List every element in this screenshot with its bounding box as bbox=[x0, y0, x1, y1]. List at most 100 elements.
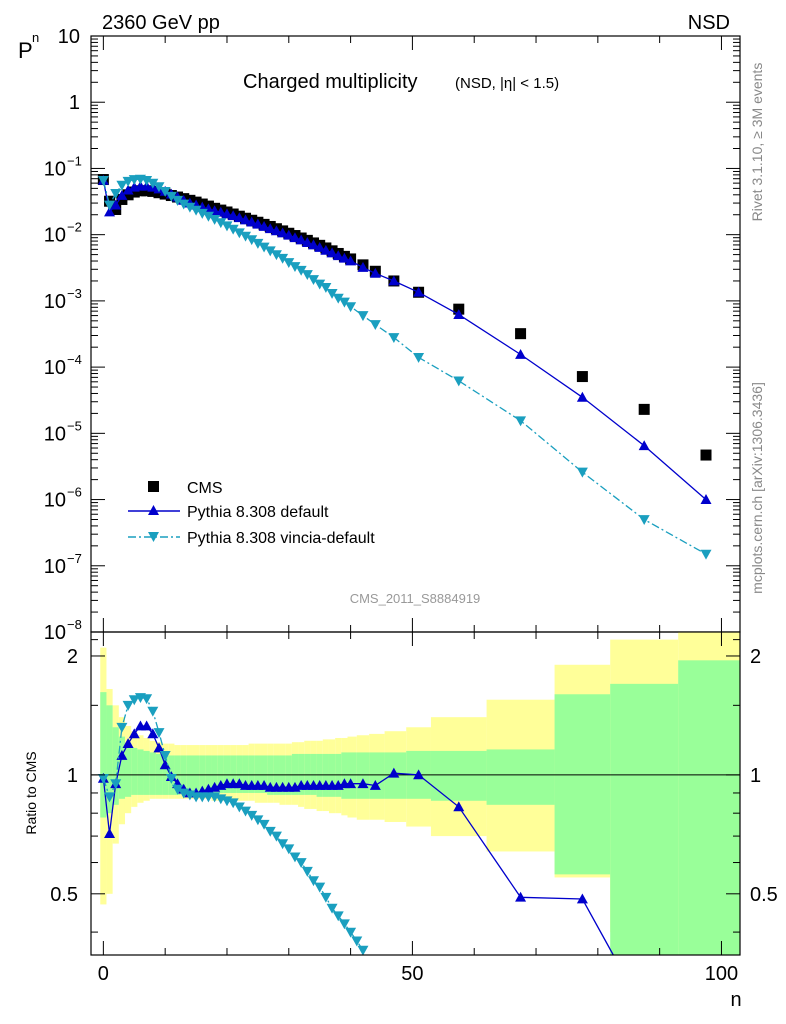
ratio-point-default bbox=[369, 780, 381, 790]
main-point-cms bbox=[128, 186, 140, 198]
ratio-x-tick-label: 0 bbox=[98, 963, 109, 985]
ratio-band-green bbox=[347, 752, 357, 799]
main-y-tick-label: 10 bbox=[44, 622, 66, 644]
ratio-point-vincia bbox=[104, 792, 116, 803]
main-point-vincia bbox=[159, 187, 171, 197]
main-point-default bbox=[270, 225, 282, 236]
ratio-point-vincia bbox=[289, 852, 301, 863]
ratio-band-green bbox=[100, 692, 107, 818]
ratio-plot-panel: 0.5 0.5 1 1 2 2 0 50 100 Ratio to CMS n bbox=[23, 631, 778, 1011]
ratio-point-vincia bbox=[277, 839, 289, 850]
main-point-vincia bbox=[369, 320, 381, 331]
main-point-default bbox=[314, 242, 326, 252]
main-point-default bbox=[345, 255, 357, 266]
main-point-vincia bbox=[270, 250, 282, 261]
main-point-default bbox=[246, 216, 258, 227]
main-point-vincia bbox=[215, 218, 227, 229]
ratio-point-default bbox=[153, 742, 165, 753]
ratio-point-default bbox=[388, 767, 400, 778]
main-point-vincia bbox=[283, 258, 295, 268]
main-y-tick-exponent: −1 bbox=[67, 153, 82, 168]
ratio-band-green bbox=[242, 755, 249, 793]
main-point-cms bbox=[638, 403, 650, 415]
main-point-cms bbox=[700, 449, 712, 461]
ratio-band-green bbox=[217, 755, 224, 793]
ratio-band-green bbox=[254, 755, 261, 793]
ratio-band-green bbox=[430, 750, 487, 801]
main-point-vincia bbox=[700, 549, 712, 560]
main-point-default bbox=[413, 286, 425, 297]
ratio-point-vincia bbox=[301, 866, 313, 877]
main-point-default bbox=[277, 227, 289, 238]
main-point-vincia bbox=[178, 199, 190, 210]
main-point-vincia bbox=[576, 467, 588, 478]
main-point-vincia bbox=[196, 208, 208, 219]
ratio-point-vincia bbox=[240, 806, 252, 817]
main-point-vincia bbox=[116, 180, 128, 191]
main-point-vincia bbox=[258, 242, 270, 253]
ratio-point-vincia bbox=[283, 844, 295, 855]
main-point-vincia bbox=[345, 302, 357, 313]
ratio-uncertainty-bands bbox=[91, 632, 740, 955]
ratio-point-vincia bbox=[116, 722, 128, 733]
main-point-vincia bbox=[289, 262, 301, 273]
main-point-vincia bbox=[165, 191, 177, 202]
main-point-vincia bbox=[332, 293, 344, 304]
ratio-ticks: 0.5 0.5 1 1 2 2 0 50 100 bbox=[50, 632, 778, 985]
main-point-vincia bbox=[110, 188, 122, 199]
ratio-point-vincia bbox=[320, 892, 332, 903]
ratio-band-green bbox=[356, 752, 370, 799]
main-series-line bbox=[102, 178, 707, 555]
header-left: 2360 GeV pp bbox=[102, 12, 220, 34]
ratio-point-vincia bbox=[153, 728, 165, 739]
main-point-vincia bbox=[338, 297, 350, 308]
ratio-point-default bbox=[357, 778, 369, 789]
ratio-point-default bbox=[576, 893, 588, 904]
ratio-y-tick-label: 1 bbox=[67, 765, 78, 787]
main-point-vincia bbox=[172, 195, 184, 206]
ratio-point-default bbox=[147, 728, 159, 739]
ratio-frame bbox=[90, 631, 741, 956]
main-point-vincia bbox=[357, 311, 369, 322]
ratio-y-tick-label-right: 0.5 bbox=[750, 884, 778, 906]
ratio-point-vincia bbox=[246, 810, 258, 821]
ratio-band-green bbox=[610, 683, 679, 955]
main-point-vincia bbox=[277, 253, 289, 264]
ratio-point-vincia bbox=[332, 911, 344, 922]
ratio-point-vincia bbox=[326, 903, 338, 914]
ratio-point-vincia bbox=[165, 773, 177, 784]
ratio-band-green bbox=[223, 755, 231, 793]
ratio-band-green bbox=[211, 755, 218, 793]
main-point-vincia bbox=[227, 224, 239, 235]
main-point-vincia bbox=[190, 205, 202, 216]
ratio-point-vincia bbox=[308, 876, 320, 887]
main-point-default bbox=[700, 494, 712, 504]
main-point-vincia bbox=[202, 211, 214, 222]
main-y-tick-label: 10 bbox=[44, 291, 66, 313]
main-point-default bbox=[369, 267, 381, 278]
main-subtitle: (NSD, |η| < 1.5) bbox=[455, 75, 559, 92]
watermark: CMS_2011_S8884919 bbox=[350, 591, 481, 606]
main-point-default bbox=[289, 232, 301, 243]
ratio-point-vincia bbox=[97, 773, 109, 784]
ratio-band-green bbox=[143, 750, 150, 795]
ratio-band-green bbox=[199, 755, 206, 793]
main-point-default bbox=[122, 184, 134, 195]
main-point-cms bbox=[515, 328, 527, 340]
ratio-y-tick-label: 0.5 bbox=[50, 884, 78, 906]
main-y-tick-exponent: −5 bbox=[67, 418, 82, 433]
main-y-tick-label: 10 bbox=[44, 158, 66, 180]
main-point-default bbox=[308, 239, 320, 250]
ratio-band-green bbox=[248, 755, 255, 793]
ratio-ylabel: Ratio to CMS bbox=[23, 751, 39, 834]
ratio-point-vincia bbox=[270, 831, 282, 842]
main-y-tick-label: 10 bbox=[44, 225, 66, 247]
main-point-default bbox=[576, 391, 588, 402]
main-point-vincia bbox=[453, 376, 465, 387]
legend-marker-default bbox=[148, 505, 159, 515]
main-ylabel-sub: n bbox=[32, 30, 39, 45]
main-point-default bbox=[301, 237, 313, 247]
main-point-default bbox=[638, 440, 650, 451]
main-point-vincia bbox=[97, 175, 109, 186]
